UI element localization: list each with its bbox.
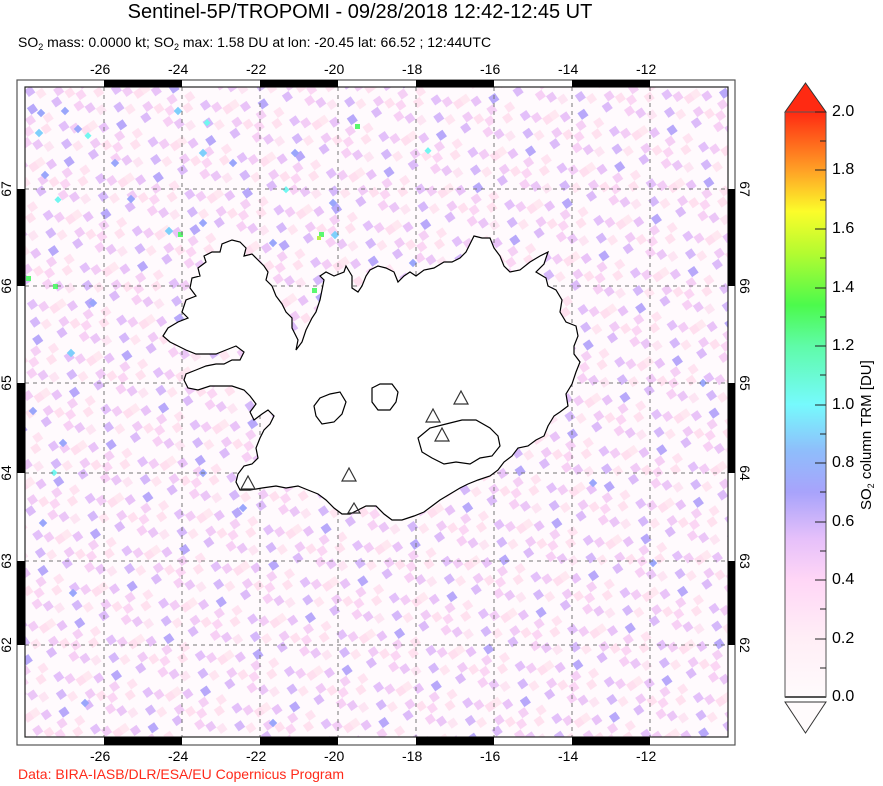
- volcano-icon: [239, 474, 257, 490]
- lat-tick-left: 64: [0, 465, 14, 481]
- volcano-icon: [340, 466, 358, 482]
- lat-tick-left: 66: [0, 278, 14, 294]
- volcano-icon: [433, 426, 451, 442]
- lon-tick-top: -14: [558, 61, 579, 77]
- lon-tick-top: -16: [480, 61, 501, 77]
- colorbar-under-arrow: [784, 701, 827, 734]
- iceland-coastline: [162, 235, 581, 521]
- volcano-icon: [424, 407, 442, 423]
- lon-tick-top: -18: [402, 61, 423, 77]
- colorbar-label: SO2 column TRM [DU]: [858, 360, 876, 510]
- volcano-icon: [346, 501, 362, 514]
- lon-tick-bottom: -12: [636, 748, 657, 764]
- data-credit: Data: BIRA-IASB/DLR/ESA/EU Copernicus Pr…: [18, 766, 345, 782]
- colorbar-tick: 1.2: [832, 337, 855, 354]
- lat-tick-right: 62: [736, 637, 753, 653]
- lon-tick-top: -26: [90, 61, 111, 77]
- map-title: Sentinel-5P/TROPOMI - 09/28/2018 12:42-1…: [127, 1, 593, 23]
- lat-tick-right: 64: [736, 465, 753, 481]
- lon-tick-bottom: -16: [480, 748, 501, 764]
- colorbar-tick: 0.8: [832, 454, 855, 471]
- lat-tick-left: 67: [0, 181, 14, 197]
- volcano-markers: [239, 389, 470, 514]
- colorbar-tick: 0.4: [832, 571, 855, 588]
- lon-tick-bottom: -22: [246, 748, 267, 764]
- lon-tick-bottom: -24: [168, 748, 189, 764]
- colorbar-tick: 1.8: [832, 161, 855, 178]
- lat-tick-left: 65: [0, 375, 14, 391]
- lon-tick-bottom: -26: [90, 748, 111, 764]
- graticule: [25, 87, 728, 737]
- lon-tick-top: -24: [168, 61, 189, 77]
- lon-tick-top: -12: [636, 61, 657, 77]
- lon-tick-top: -22: [246, 61, 267, 77]
- lat-tick-left: 63: [0, 553, 14, 569]
- lat-tick-left: 62: [0, 637, 14, 653]
- lon-tick-bottom: -14: [558, 748, 579, 764]
- lat-tick-right: 65: [736, 375, 753, 391]
- colorbar-tick: 1.0: [832, 396, 855, 413]
- map-subtitle: SO2 mass: 0.0000 kt; SO2 max: 1.58 DU at…: [18, 34, 492, 52]
- lon-tick-bottom: -18: [402, 748, 423, 764]
- colorbar-tick: 0.0: [832, 688, 855, 705]
- lon-tick-top: -20: [324, 61, 345, 77]
- colorbar-over-arrow: [784, 82, 827, 113]
- lat-tick-right: 66: [736, 278, 753, 294]
- colorbar-tick: 1.6: [832, 220, 855, 237]
- colorbar-tick: 2.0: [832, 103, 855, 120]
- lon-tick-bottom: -20: [324, 748, 345, 764]
- colorbar-tick: 0.6: [832, 513, 855, 530]
- frame-bars: [17, 80, 735, 745]
- lat-tick-right: 67: [736, 181, 753, 197]
- colorbar-tick: 0.2: [832, 630, 855, 647]
- colorbar-tick: 1.4: [832, 279, 855, 296]
- volcano-icon: [452, 389, 470, 405]
- colorbar: [784, 82, 827, 734]
- lat-tick-right: 63: [736, 553, 753, 569]
